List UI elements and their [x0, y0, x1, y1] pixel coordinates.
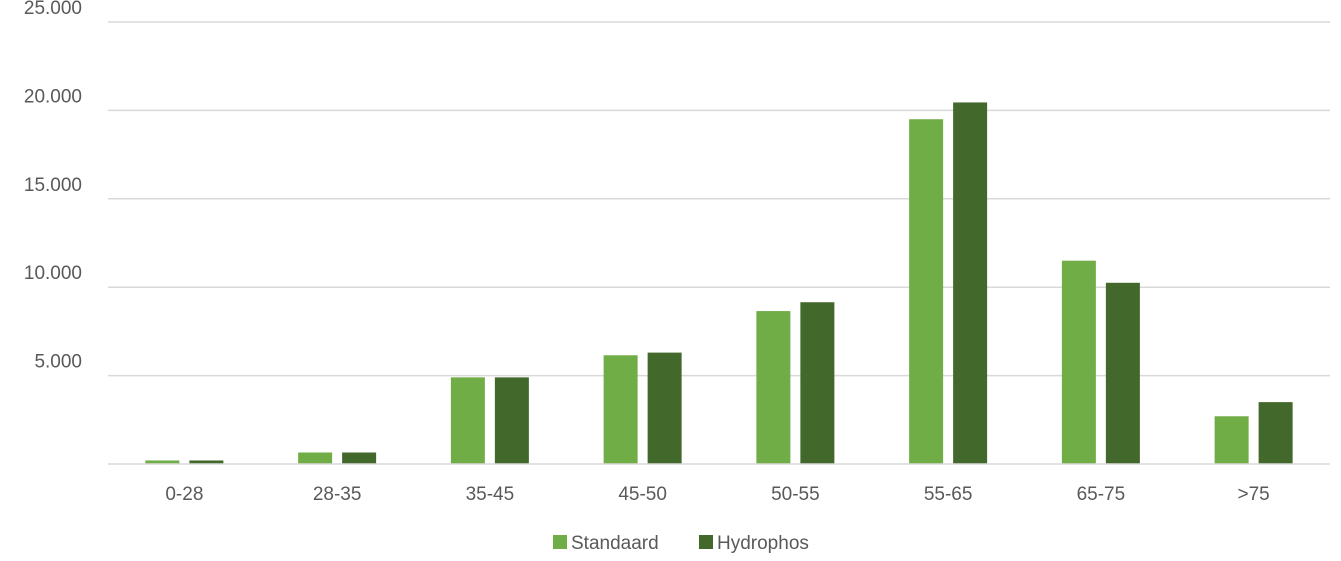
bar-hydrophos — [1258, 402, 1293, 464]
bar-standaard — [756, 311, 791, 464]
bar-hydrophos — [800, 302, 835, 464]
legend-label: Hydrophos — [717, 533, 809, 554]
bar-hydrophos — [1105, 282, 1140, 464]
x-tick-label: 50-55 — [771, 484, 820, 505]
legend-item-standaard: Standaard — [553, 533, 659, 554]
bar-standaard — [450, 377, 485, 464]
bar-group-28-35 — [298, 452, 377, 464]
legend-swatch — [699, 535, 713, 549]
bar-group--75 — [1214, 402, 1293, 464]
bar-hydrophos — [647, 352, 682, 464]
bar-standaard — [1061, 260, 1096, 464]
x-tick-label: 45-50 — [618, 484, 667, 505]
bar-group-45-50 — [603, 352, 682, 464]
bar-hydrophos — [189, 460, 224, 464]
bar-standaard — [298, 452, 333, 464]
bar-standaard — [145, 460, 180, 464]
y-axis-tick-labels: 25.000 20.000 15.000 10.000 5.000 — [24, 0, 82, 373]
x-tick-label: 35-45 — [466, 484, 515, 505]
bar-hydrophos — [953, 102, 988, 464]
bars — [145, 102, 1293, 465]
legend: Standaard Hydrophos — [553, 533, 809, 554]
x-axis-tick-labels: 0-28 28-35 35-45 45-50 50-55 55-65 65-75 >75 — [165, 484, 1269, 505]
bar-standaard — [1214, 416, 1249, 464]
y-tick-label: 15.000 — [24, 175, 82, 196]
x-tick-label: 55-65 — [924, 484, 973, 505]
y-tick-label: 5.000 — [34, 352, 82, 373]
bar-hydrophos — [342, 452, 377, 464]
y-tick-label: 10.000 — [24, 263, 82, 284]
x-tick-label: 65-75 — [1077, 484, 1126, 505]
bar-group-55-65 — [909, 102, 988, 465]
x-tick-label: 0-28 — [165, 484, 203, 505]
bar-group-50-55 — [756, 302, 835, 464]
bar-group-35-45 — [450, 377, 529, 464]
x-tick-label: >75 — [1238, 484, 1270, 505]
x-tick-label: 28-35 — [313, 484, 362, 505]
bar-hydrophos — [494, 377, 529, 464]
legend-label: Standaard — [571, 533, 659, 554]
legend-item-hydrophos: Hydrophos — [699, 533, 809, 554]
legend-swatch — [553, 535, 567, 549]
bar-group-65-75 — [1061, 260, 1140, 464]
bar-standaard — [603, 355, 638, 464]
bar-group-0-28 — [145, 460, 224, 464]
y-tick-label: 20.000 — [24, 86, 82, 107]
bar-standaard — [909, 119, 944, 465]
y-tick-label: 25.000 — [24, 0, 82, 19]
gridlines — [108, 21, 1330, 377]
